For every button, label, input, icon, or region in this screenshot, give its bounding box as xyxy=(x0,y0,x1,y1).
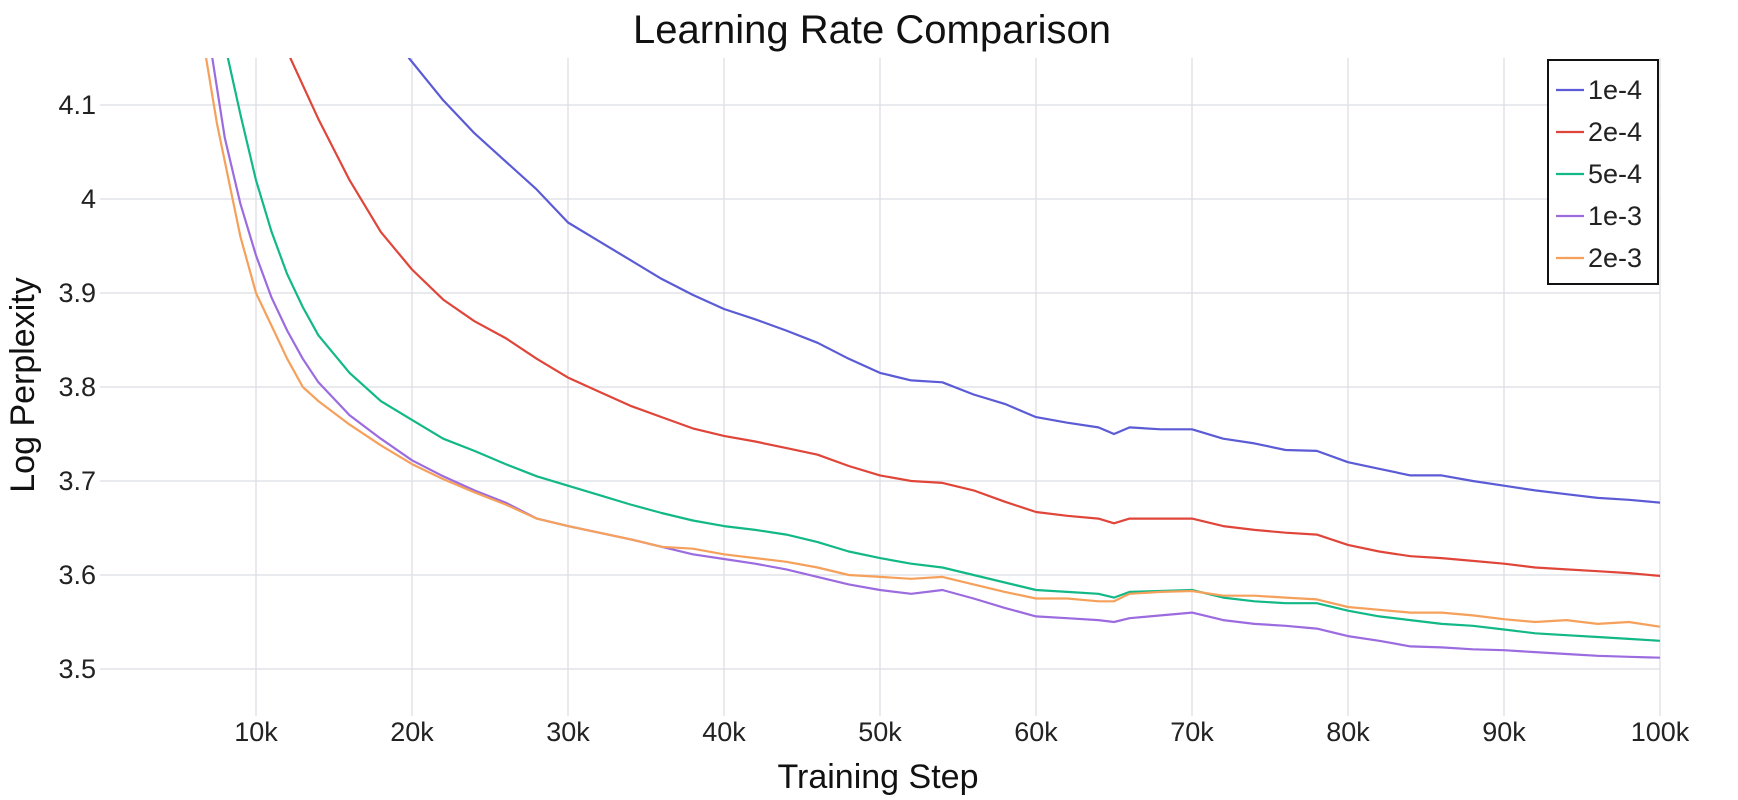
x-tick-label: 20k xyxy=(390,717,434,747)
x-tick-label: 90k xyxy=(1482,717,1526,747)
legend-label: 5e-4 xyxy=(1588,159,1642,189)
x-tick-label: 10k xyxy=(234,717,278,747)
legend: 1e-4 2e-4 5e-4 1e-3 2e-3 xyxy=(1547,59,1659,285)
legend-label: 2e-4 xyxy=(1588,117,1642,147)
chart-title: Learning Rate Comparison xyxy=(633,8,1111,52)
series-lines xyxy=(205,58,1660,659)
series-line-2e-4 xyxy=(289,58,1660,578)
y-axis-label: Log Perplexity xyxy=(4,277,42,492)
x-tick-label: 70k xyxy=(1170,717,1214,747)
x-tick-label: 80k xyxy=(1326,717,1370,747)
grid xyxy=(100,58,1661,716)
legend-label: 1e-4 xyxy=(1588,75,1642,105)
legend-label: 2e-3 xyxy=(1588,243,1642,273)
x-tick-label: 60k xyxy=(1014,717,1058,747)
legend-box xyxy=(1547,59,1659,285)
x-tick-label: 30k xyxy=(546,717,590,747)
series-line-1e-3 xyxy=(211,58,1660,659)
series-line-5e-4 xyxy=(226,58,1660,642)
y-tick-label: 3.9 xyxy=(58,278,96,308)
x-axis-label: Training Step xyxy=(778,758,979,796)
x-tick-labels: 10k 20k 30k 40k 50k 60k 70k 80k 90k 100k xyxy=(234,717,1690,747)
x-tick-label: 50k xyxy=(858,717,902,747)
y-tick-label: 3.8 xyxy=(58,372,96,402)
x-tick-label: 100k xyxy=(1631,717,1690,747)
series-line-1e-4 xyxy=(407,58,1660,504)
x-tick-label: 40k xyxy=(702,717,746,747)
y-tick-labels: 3.5 3.6 3.7 3.8 3.9 4 4.1 xyxy=(58,90,96,684)
y-tick-label: 3.6 xyxy=(58,560,96,590)
y-tick-label: 3.5 xyxy=(58,654,96,684)
y-tick-label: 4.1 xyxy=(58,90,96,120)
y-tick-label: 4 xyxy=(81,184,96,214)
series-line-2e-3 xyxy=(205,58,1660,628)
y-tick-label: 3.7 xyxy=(58,466,96,496)
legend-label: 1e-3 xyxy=(1588,201,1642,231)
